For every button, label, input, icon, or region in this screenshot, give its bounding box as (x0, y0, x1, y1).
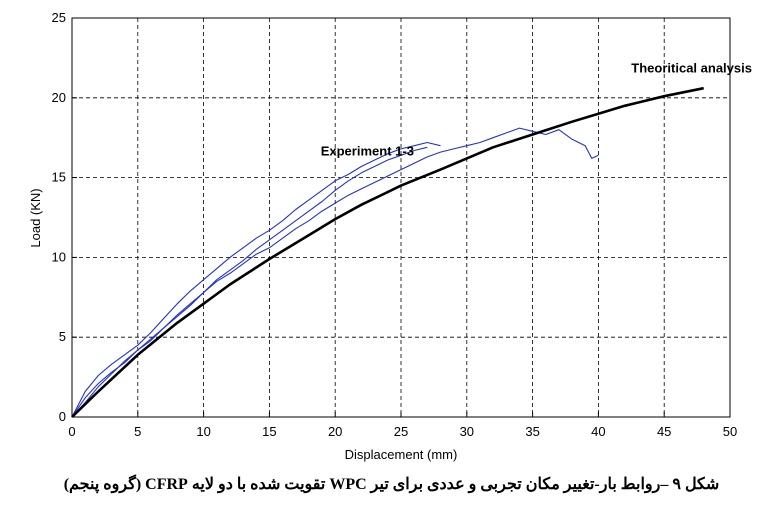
x-tick-label: 5 (134, 424, 141, 439)
series-layer (71, 86, 704, 418)
load-displacement-chart: 0 5 10 15 20 25 30 35 40 45 50 0 5 10 15 20 25 Displacem… (28, 10, 752, 462)
y-tick-label: 5 (59, 329, 66, 344)
x-axis-title: Displacement (mm) (345, 447, 458, 462)
x-tick-label: 15 (262, 424, 276, 439)
y-tick-label: 10 (52, 249, 66, 264)
chart-annotation: Theoritical analysis (631, 60, 752, 75)
y-tick-label: 0 (59, 409, 66, 424)
grid (72, 18, 730, 417)
x-tick-label: 25 (394, 424, 408, 439)
x-tick-label: 0 (68, 424, 75, 439)
x-tick-label: 30 (460, 424, 474, 439)
x-tick-label: 20 (328, 424, 342, 439)
y-tick-label: 25 (52, 10, 66, 25)
chart-annotation: Experiment 1-3 (321, 143, 414, 158)
x-tick-label: 10 (196, 424, 210, 439)
figure-caption: شکل ۹ –روابط بار-تغییر مکان تجربی و عددی… (63, 476, 720, 493)
experiment-series-line (71, 141, 441, 418)
x-tick-label: 40 (591, 424, 605, 439)
annotations: Theoritical analysis Experiment 1-3 (321, 60, 752, 158)
x-tick-label: 35 (525, 424, 539, 439)
y-axis-title: Load (KN) (28, 188, 43, 247)
y-tick-label: 15 (52, 170, 66, 185)
axis-ticks: 0 5 10 15 20 25 30 35 40 45 50 0 5 10 15 20 25 (52, 10, 738, 439)
y-tick-label: 20 (52, 90, 66, 105)
x-tick-label: 45 (657, 424, 671, 439)
x-tick-label: 50 (723, 424, 737, 439)
theoretical-series-line (71, 86, 704, 418)
experiment-series-line (71, 146, 428, 418)
